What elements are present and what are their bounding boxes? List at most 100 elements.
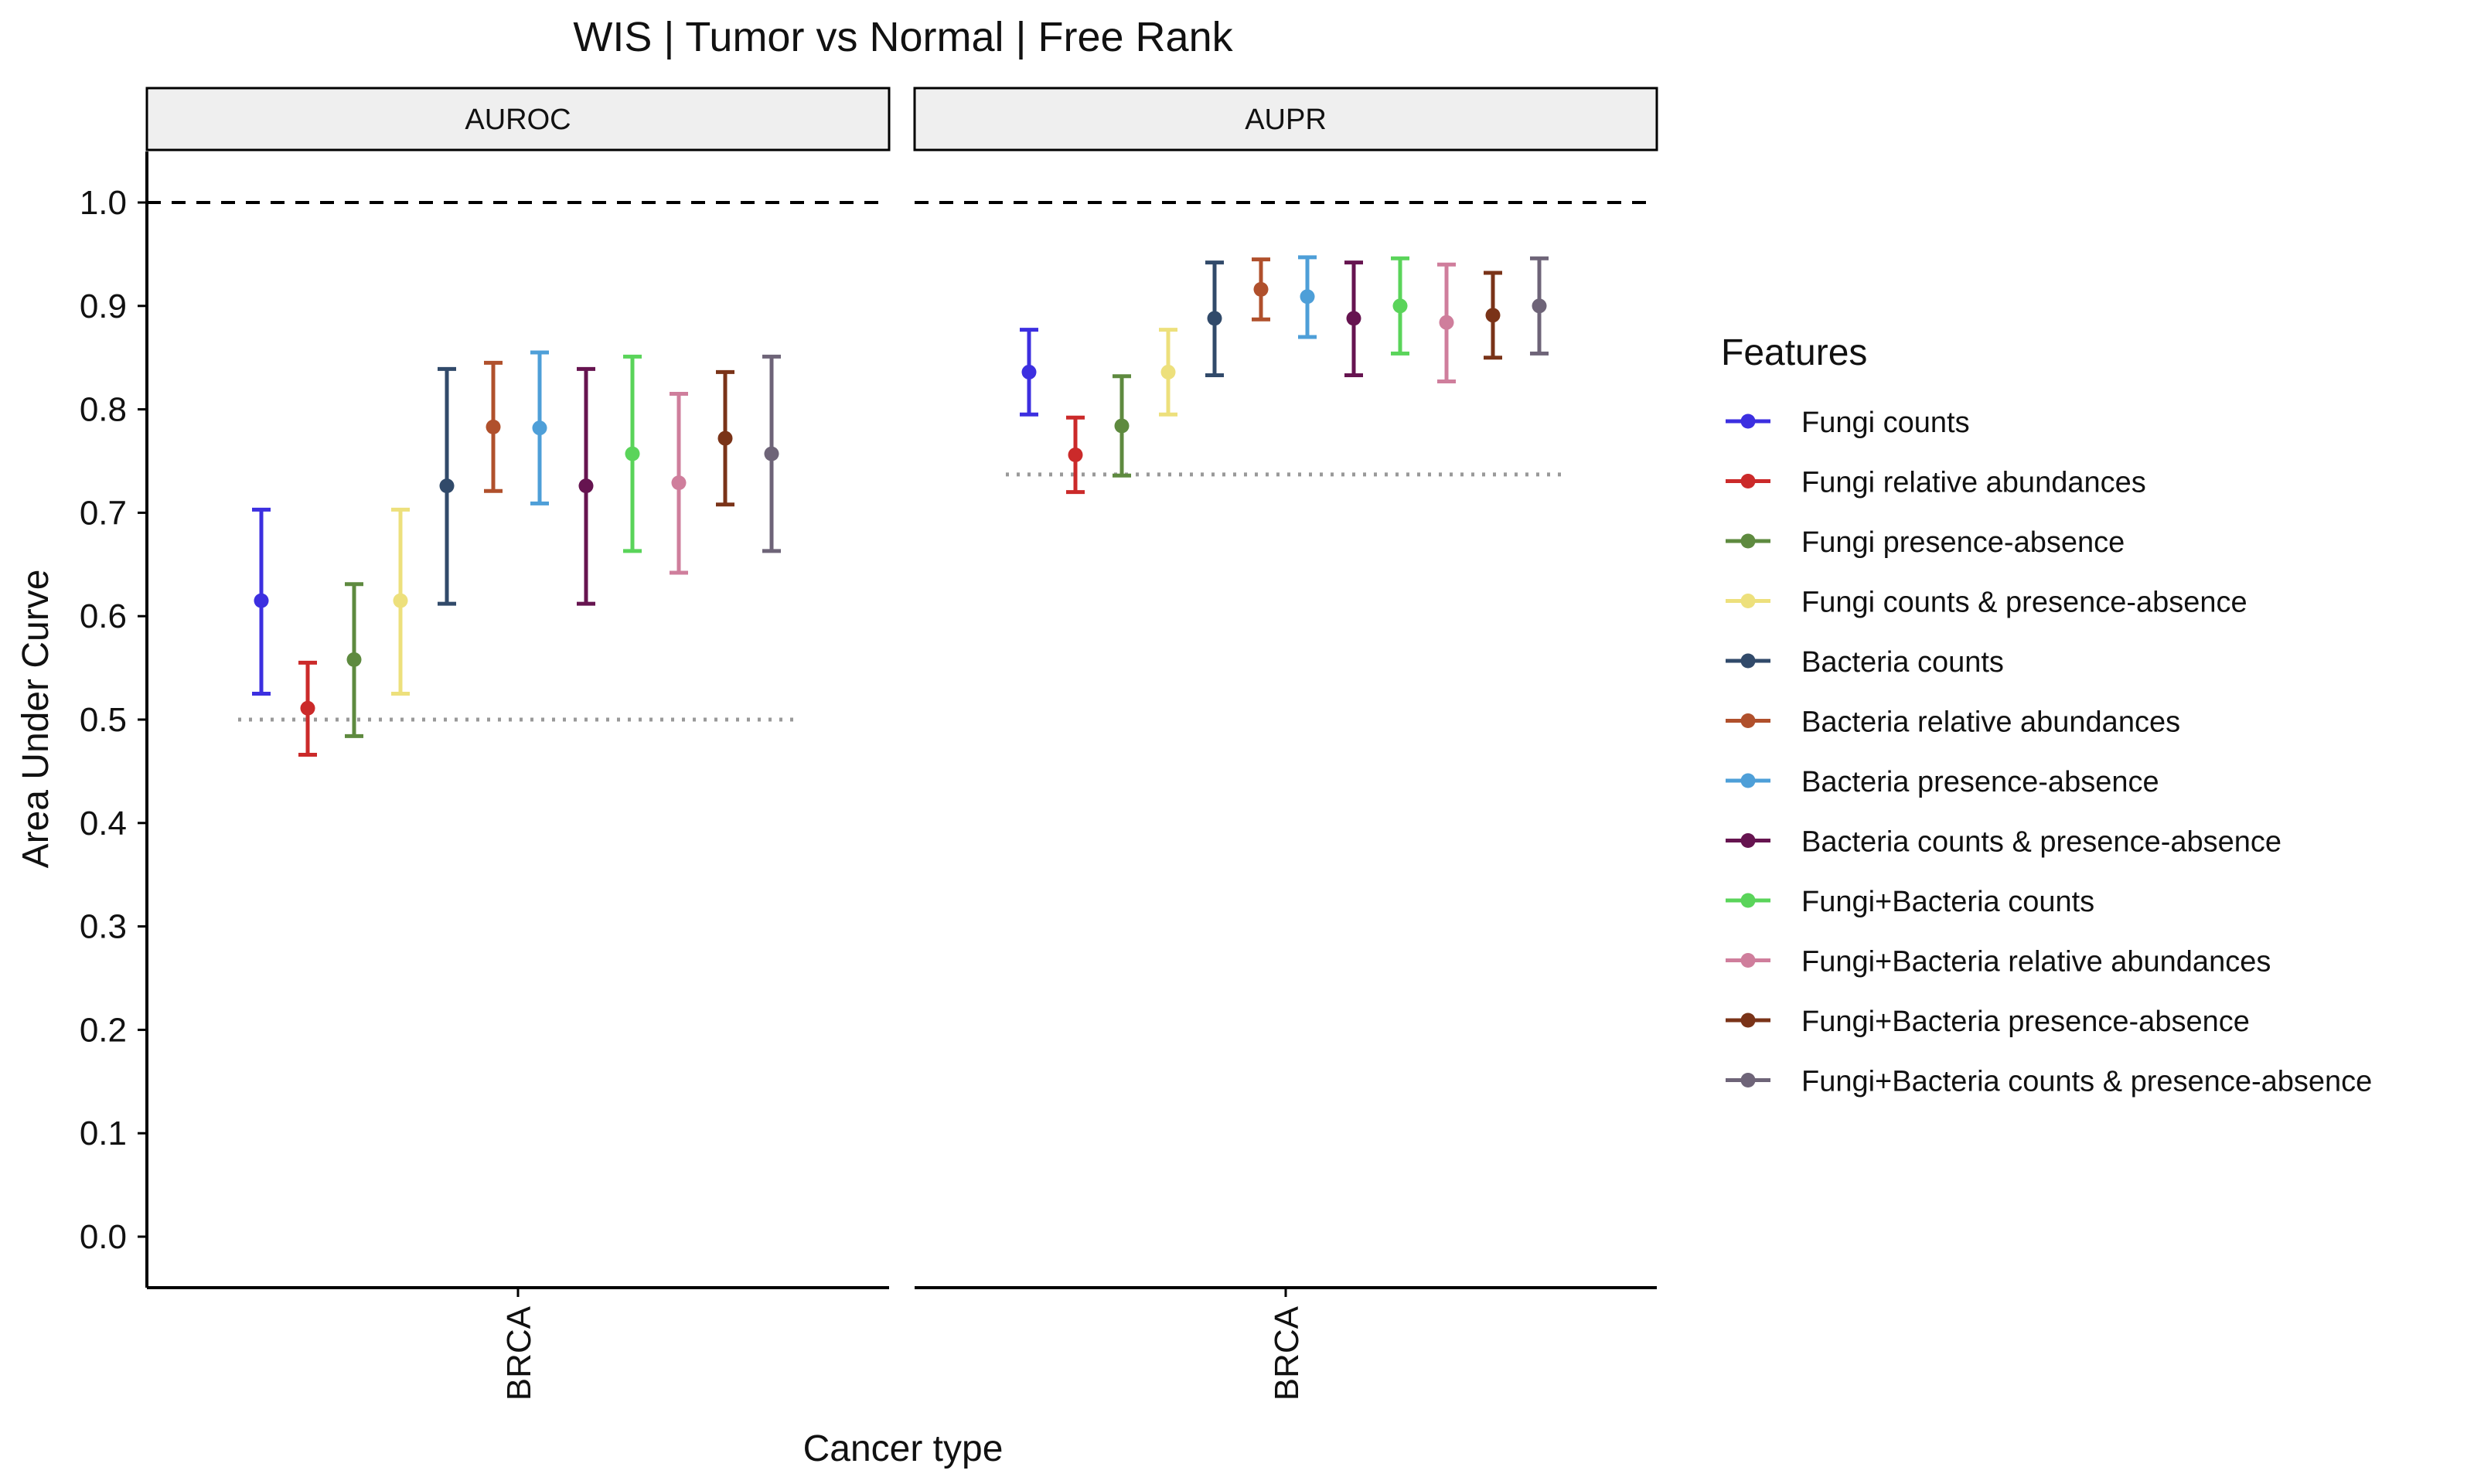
data-point [1532,298,1547,314]
facet-strip [913,87,1658,151]
legend-item: Fungi counts & presence-absence [1726,587,2247,619]
error-bar [1252,257,1270,322]
legend-label: Bacteria presence-absence [1801,766,2159,798]
data-point [254,593,269,608]
data-point [764,446,779,461]
error-bar [391,507,410,696]
legend-label: Fungi presence-absence [1801,526,2125,559]
error-bar [1391,256,1409,356]
error-bar [670,392,688,575]
legend-key-point [1740,833,1756,848]
data-point [1114,418,1130,434]
legend-label: Fungi+Bacteria counts & presence-absence [1801,1066,2372,1098]
facet-label: AUPR [1245,104,1327,136]
y-tick-label: 0.5 [80,701,127,739]
error-bar [1437,262,1456,383]
legend-item: Fungi presence-absence [1726,526,2125,559]
chart-title: WIS | Tumor vs Normal | Free Rank [573,14,1233,60]
error-bar [1298,255,1317,339]
legend-key-point [1740,474,1756,488]
data-point [671,475,687,491]
error-bar [716,369,734,507]
legend-label: Bacteria relative abundances [1801,706,2180,739]
data-point [1439,315,1454,330]
error-bar [577,366,595,606]
legend-key-point [1740,773,1756,788]
x-tick-label: BRCA [1268,1305,1306,1401]
legend-item: Bacteria presence-absence [1726,766,2159,798]
y-tick-label: 0.4 [80,805,127,842]
legend-item: Bacteria relative abundances [1726,706,2180,739]
y-tick-label: 0.9 [80,288,127,325]
legend-label: Bacteria counts [1801,646,2004,679]
legend-key-point [1740,1013,1756,1028]
legend: Features Fungi counts Fungi relative abund… [1721,332,2372,1098]
y-tick-label: 0.0 [80,1218,127,1256]
data-marks [252,255,1549,757]
legend-key-point [1740,594,1756,608]
error-bar [252,507,271,696]
error-bar [1205,260,1224,377]
error-bar [345,582,363,738]
legend-label: Fungi relative abundances [1801,467,2146,499]
legend-item: Fungi+Bacteria counts & presence-absence [1726,1066,2372,1098]
legend-item: Bacteria counts & presence-absence [1726,826,2281,859]
legend-key-point [1740,713,1756,728]
y-tick-label: 0.2 [80,1011,127,1049]
legend-key-point [1740,414,1756,429]
y-axis-title: Area Under Curve [15,570,56,869]
legend-item: Fungi relative abundances [1726,467,2146,499]
y-tick-label: 0.7 [80,494,127,532]
x-axis-title: Cancer type [803,1428,1004,1469]
error-bar [1066,415,1085,495]
y-tick-label: 0.1 [80,1115,127,1152]
axes: 0.0 0.1 0.2 0.3 0.4 0.5 0.6 0.7 0.8 0.9 1.0 AUROC BR… [80,87,1658,1401]
legend-item: Bacteria counts [1726,646,2004,679]
data-point [1253,281,1269,297]
legend-key-point [1740,653,1756,669]
legend-label: Fungi counts [1801,407,1970,439]
data-point [1068,447,1083,462]
error-bar [1159,328,1177,417]
data-point [625,446,640,461]
error-bar [484,360,503,493]
error-bar [1113,374,1131,478]
data-point [486,419,501,434]
reference-lines [147,201,1657,722]
data-point [578,478,594,494]
x-tick-label: BRCA [500,1305,538,1401]
y-tick-label: 0.3 [80,908,127,946]
data-point [1300,289,1315,305]
data-point [1207,311,1222,326]
legend-title: Features [1721,332,1867,373]
data-point [1392,298,1408,314]
error-bar [1020,328,1038,417]
error-bar [762,354,781,553]
legend-key-point [1740,533,1756,549]
data-point [300,700,315,716]
legend-item: Fungi+Bacteria counts [1726,886,2094,918]
legend-label: Fungi counts & presence-absence [1801,587,2247,619]
data-point [1346,311,1361,326]
legend-label: Fungi+Bacteria counts [1801,886,2094,918]
data-point [532,420,547,436]
legend-item: Fungi counts [1726,407,1970,439]
data-point [717,431,733,446]
y-tick-label: 0.8 [80,391,127,429]
data-point [1021,364,1037,380]
error-bar [1484,271,1502,360]
data-point [1485,308,1501,323]
error-bar [530,350,549,505]
facet-strip [145,87,891,151]
legend-key-point [1740,893,1756,908]
legend-label: Bacteria counts & presence-absence [1801,826,2281,859]
y-tick-label: 1.0 [80,184,127,222]
error-bar [623,354,642,553]
data-point [439,478,455,494]
error-bar [438,366,456,606]
legend-item: Fungi+Bacteria relative abundances [1726,946,2271,979]
data-point [346,652,362,667]
data-point [1160,364,1176,380]
error-bar [1344,260,1363,377]
